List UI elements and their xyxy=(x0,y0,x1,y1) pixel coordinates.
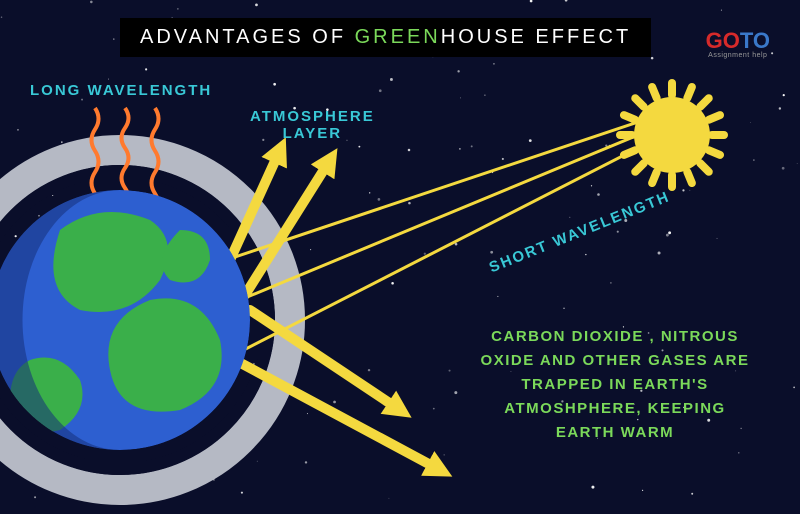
title-highlight: GREEN xyxy=(355,26,441,48)
title-bar: ADVANTAGES OF GREENHOUSE EFFECT xyxy=(120,18,651,57)
sun-icon xyxy=(620,83,724,187)
atmosphere-label-line1: ATMOSPHERE xyxy=(250,108,375,125)
logo-part-2: TO xyxy=(740,28,770,53)
earth-icon xyxy=(0,190,250,450)
title-pre: ADVANTAGES OF xyxy=(140,26,355,48)
brand-logo: GOTO Assignment help xyxy=(706,28,770,59)
long-wavelength-label: LONG WAVELENGTH xyxy=(30,82,212,99)
atmosphere-layer-label: ATMOSPHERE LAYER xyxy=(250,108,375,142)
description-text: CARBON DIOXIDE , NITROUS OXIDE AND OTHER… xyxy=(475,325,755,445)
logo-part-1: GO xyxy=(706,28,740,53)
title-post: HOUSE EFFECT xyxy=(441,26,631,48)
logo-tagline: Assignment help xyxy=(706,52,770,59)
atmosphere-label-line2: LAYER xyxy=(250,125,375,142)
